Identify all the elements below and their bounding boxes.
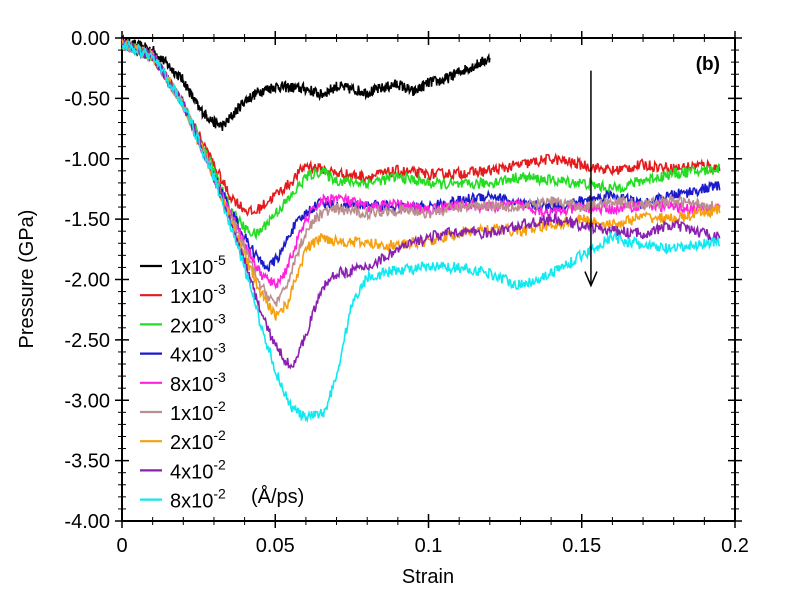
series-line-0 [121, 34, 491, 132]
panel-label: (b) [696, 54, 720, 75]
y-axis-ticks: 0.00 -0.50 -1.00 -1.50 -2.00 -2.50 -3.00 -3.50 -… [64, 28, 742, 533]
series-line-7 [121, 40, 721, 370]
y-tick-label: -0.50 [64, 88, 110, 110]
x-tick-label: 0.2 [721, 535, 749, 557]
y-tick-label: -2.00 [64, 270, 110, 292]
legend-entry-4: 8x10-3 [170, 369, 226, 396]
legend-entry-0: 1x10-5 [170, 252, 226, 279]
y-tick-label: -2.50 [64, 330, 110, 352]
y-tick-label: -4.00 [64, 511, 110, 533]
plot-frame [121, 37, 736, 522]
legend-entry-5: 1x10-2 [170, 398, 226, 425]
y-tick-label: 0.00 [71, 28, 110, 50]
legend-entry-2: 2x10-3 [170, 310, 226, 337]
arrow-head [584, 271, 598, 288]
legend-entry-6: 2x10-2 [170, 427, 226, 454]
series-line-8 [121, 39, 721, 424]
y-tick-label: -1.00 [64, 149, 110, 171]
x-tick-label: 0 [116, 535, 127, 557]
y-tick-label: -3.50 [64, 451, 110, 473]
x-tick-label: 0.15 [562, 535, 601, 557]
series-line-1 [121, 41, 721, 217]
trend-arrow [584, 70, 598, 288]
legend-entry-7: 4x10-2 [170, 456, 226, 483]
x-axis-ticks: 0 0.05 0.1 0.15 0.2 [116, 31, 749, 557]
y-tick-label: -1.50 [64, 209, 110, 231]
y-axis-label: Pressure (GPa) [16, 210, 38, 349]
x-tick-label: 0.1 [415, 535, 443, 557]
legend-entry-1: 1x10-3 [170, 281, 226, 308]
series-lines [121, 34, 721, 424]
x-tick-label: 0.05 [256, 535, 295, 557]
y-tick-label: -3.00 [64, 390, 110, 412]
legend-entry-8: 8x10-2 [170, 486, 226, 513]
legend-unit: (Å/ps) [251, 485, 304, 508]
x-axis-label: Strain [402, 566, 454, 588]
legend-entry-3: 4x10-3 [170, 340, 226, 367]
